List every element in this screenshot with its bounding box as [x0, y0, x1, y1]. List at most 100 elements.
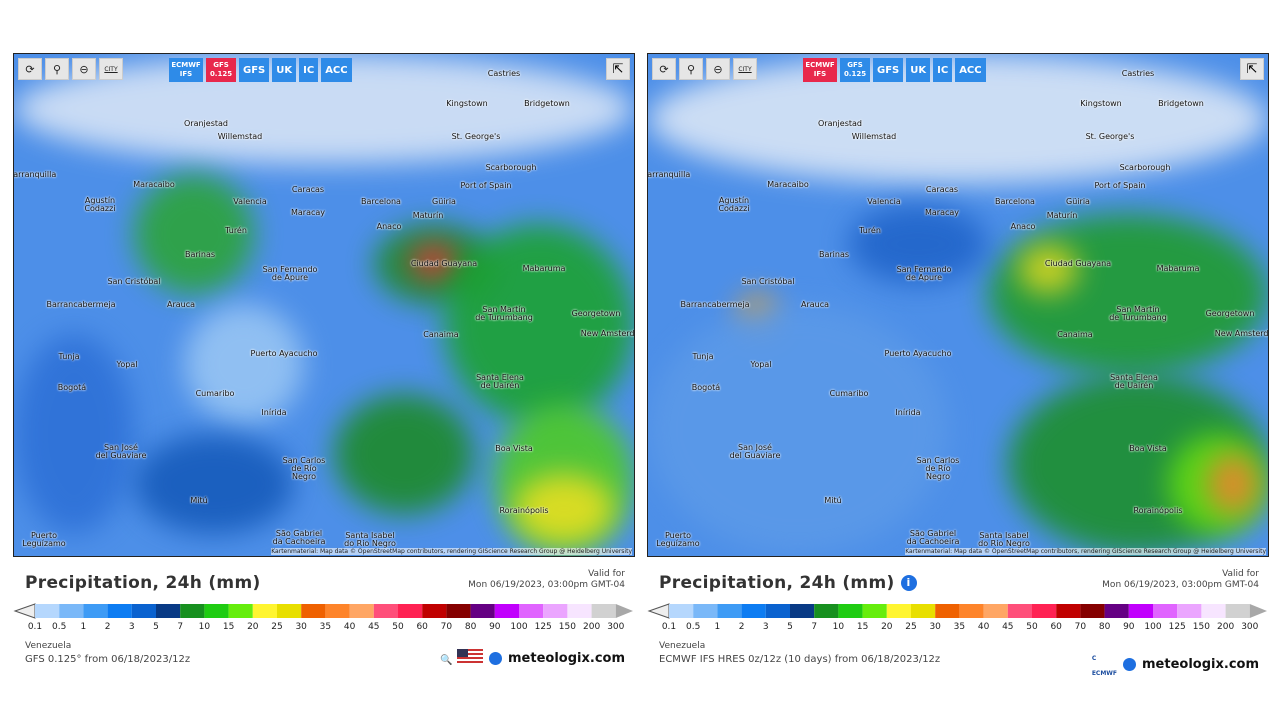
city-label: Agustín Codazzi: [718, 196, 750, 213]
model-button-ecmwf-ifs[interactable]: ECMWF IFS: [169, 58, 203, 82]
city-label: Barranquilla: [13, 170, 57, 179]
precipitation-map[interactable]: ⟳ ⚲ ⊖ CITY ECMWF IFS GFS 0.125 GFS UK IC…: [13, 53, 635, 557]
city-label: San Martín de Turumbang: [475, 305, 533, 322]
zoom-out-icon[interactable]: ⊖: [706, 58, 730, 80]
share-icon[interactable]: ⇱: [606, 58, 630, 80]
legend-swatch: [1032, 604, 1057, 618]
city-label: Mabaruma: [1156, 264, 1200, 273]
zoom-out-icon[interactable]: ⊖: [72, 58, 96, 80]
city-label: Rorainópolis: [1133, 506, 1183, 515]
model-button-gfs-0125[interactable]: GFS 0.125: [206, 58, 236, 82]
legend-swatch: [543, 604, 568, 618]
city-label: São Gabriel da Cachoeira: [272, 529, 326, 546]
legend-swatch: [35, 604, 60, 618]
location-pin-icon[interactable]: ⚲: [679, 58, 703, 80]
share-icon[interactable]: ⇱: [1240, 58, 1264, 80]
legend-tick: 15: [856, 622, 869, 632]
city-label: San Cristóbal: [741, 277, 795, 286]
legend-tick: 3: [762, 622, 769, 632]
city-label: Barcelona: [995, 197, 1035, 206]
legend-swatch: [790, 604, 815, 618]
legend-tick: 1: [714, 622, 721, 632]
city-label: St. George's: [451, 132, 501, 141]
model-button-ic[interactable]: IC: [933, 58, 953, 82]
map-toolbar: ⟳ ⚲ ⊖ CITY ECMWF IFS GFS 0.125 GFS UK IC…: [18, 58, 352, 82]
globe-icon: [1123, 657, 1137, 671]
model-button-ecmwf-ifs[interactable]: ECMWF IFS: [803, 58, 837, 82]
legend-swatch: [470, 604, 495, 618]
precip-area: [134, 174, 254, 294]
legend-tick: 300: [607, 622, 625, 632]
city-label: New Amsterdam: [1214, 329, 1269, 338]
city-label: Maturín: [412, 211, 444, 220]
city-label: Tunja: [58, 352, 80, 361]
city-label: Valencia: [233, 197, 267, 206]
legend-tick: 70: [1074, 622, 1087, 632]
city-label: Oranjestad: [184, 119, 228, 128]
city-label: Scarborough: [485, 163, 537, 172]
legend-swatch: [814, 604, 839, 618]
precip-area: [848, 204, 988, 284]
brand-logo[interactable]: 🔍 meteologix.com: [440, 649, 625, 666]
city-label: Maturín: [1046, 211, 1078, 220]
model-button-ic[interactable]: IC: [299, 58, 319, 82]
legend-swatch: [1153, 604, 1178, 618]
model-button-gfs[interactable]: GFS: [873, 58, 904, 82]
model-button-acc[interactable]: ACC: [321, 58, 352, 82]
legend-swatch: [717, 604, 742, 618]
city-labels-icon[interactable]: CITY: [99, 58, 123, 80]
city-label: San José del Guaviare: [95, 443, 147, 460]
legend-swatch: [156, 604, 181, 618]
precip-area: [648, 304, 948, 554]
legend-tick: 125: [534, 622, 552, 632]
legend-swatch: [886, 604, 911, 618]
refresh-icon[interactable]: ⟳: [18, 58, 42, 80]
city-label: San Cristóbal: [107, 277, 161, 286]
model-source: ECMWF IFS HRES 0z/12z (10 days) from 06/…: [659, 654, 941, 665]
city-label: Yopal: [750, 360, 772, 369]
city-label: Yopal: [116, 360, 138, 369]
legend-tick: 7: [177, 622, 184, 632]
legend-tick: 5: [153, 622, 159, 632]
city-labels-icon[interactable]: CITY: [733, 58, 757, 80]
legend-tick: 0.5: [52, 622, 67, 632]
hd-search-icon[interactable]: 🔍: [440, 655, 453, 666]
brand-logo[interactable]: C ECMWF meteologix.com: [1091, 655, 1259, 677]
legend-tick: 40: [977, 622, 990, 632]
city-label: Bogotá: [691, 383, 721, 392]
location-pin-icon[interactable]: ⚲: [45, 58, 69, 80]
legend-swatch: [325, 604, 350, 618]
city-label: San Martín de Turumbang: [1109, 305, 1167, 322]
legend-ticks: 0.1 0.5 1 2 3 5 7 10 15 20 25 30 35 40 45 50 60 70 80 90 100…: [662, 622, 1259, 634]
legend-swatch: [959, 604, 984, 618]
info-icon[interactable]: i: [900, 575, 917, 591]
city-label: Mitú: [824, 496, 842, 505]
legend-tick: 125: [1168, 622, 1186, 632]
valid-time: Valid for Mon 06/19/2023, 03:00pm GMT-04: [1102, 569, 1259, 590]
precip-area: [1018, 244, 1078, 294]
model-button-acc[interactable]: ACC: [955, 58, 986, 82]
city-label: Willemstad: [217, 132, 263, 141]
city-label: Mitú: [190, 496, 208, 505]
precipitation-map[interactable]: ⟳ ⚲ ⊖ CITY ECMWF IFS GFS 0.125 GFS UK IC…: [647, 53, 1269, 557]
legend-tick: 80: [1098, 622, 1111, 632]
legend-tick: 60: [1050, 622, 1062, 632]
model-button-uk[interactable]: UK: [906, 58, 931, 82]
legend-swatch: [446, 604, 471, 618]
city-label: Güiria: [1066, 197, 1090, 206]
legend-swatch: [911, 604, 936, 618]
legend-swatch: [519, 604, 544, 618]
legend-tick: 80: [464, 622, 477, 632]
legend-tick: 100: [1144, 622, 1162, 632]
model-button-gfs-0125[interactable]: GFS 0.125: [840, 58, 870, 82]
legend-swatch: [983, 604, 1008, 618]
legend-swatch: [741, 604, 766, 618]
model-button-gfs[interactable]: GFS: [239, 58, 270, 82]
city-label: Bridgetown: [1158, 99, 1204, 108]
city-label: Barranquilla: [647, 170, 691, 179]
city-label: Santa Isabel do Rio Negro: [978, 531, 1030, 548]
model-button-uk[interactable]: UK: [272, 58, 297, 82]
refresh-icon[interactable]: ⟳: [652, 58, 676, 80]
city-label: Santa Elena de Uairén: [476, 373, 524, 390]
map-attribution: Kartenmaterial: Map data © OpenStreetMap…: [271, 548, 632, 555]
